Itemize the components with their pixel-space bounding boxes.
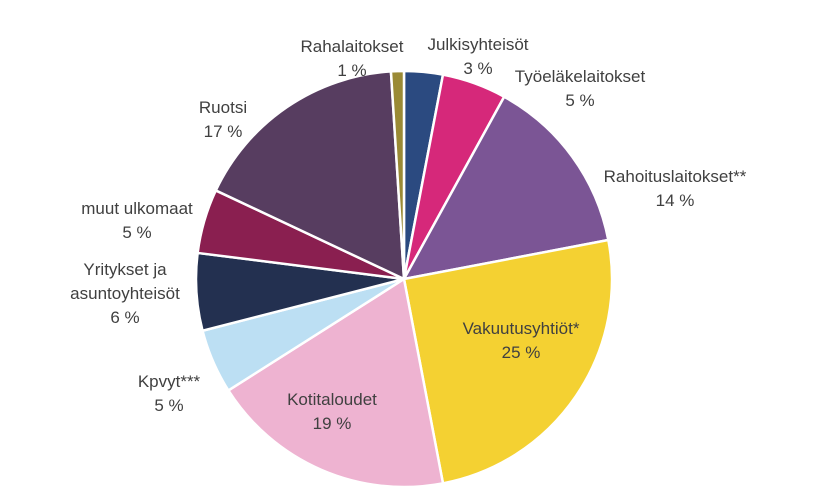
- slice-name-9: Rahalaitokset: [300, 37, 403, 56]
- slice-name-6: Yritykset ja: [83, 260, 167, 279]
- slice-value-3: 25 %: [502, 343, 541, 362]
- slice-value-6: 6 %: [110, 308, 139, 327]
- slice-label-4: Kotitaloudet 19 %: [287, 390, 377, 433]
- slice-label-8: Ruotsi 17 %: [199, 98, 247, 141]
- slice-value-0: 3 %: [463, 59, 492, 78]
- slice-label-6: Yritykset ja asuntoyhteisöt 6 %: [70, 260, 180, 327]
- slice-name-1: Työeläkelaitokset: [515, 67, 646, 86]
- slice-name-0: Julkisyhteisöt: [427, 35, 528, 54]
- slice-label-7: muut ulkomaat 5 %: [81, 199, 193, 242]
- slice-name-7: muut ulkomaat: [81, 199, 193, 218]
- pie-slices: [194, 69, 614, 489]
- slice-name-4: Kotitaloudet: [287, 390, 377, 409]
- pie-slice-3: [402, 238, 614, 485]
- pie-slice-8: [214, 70, 406, 281]
- slice-value-9: 1 %: [337, 61, 366, 80]
- slice-name-2: Rahoituslaitokset**: [604, 167, 747, 186]
- slice-name-6: asuntoyhteisöt: [70, 284, 180, 303]
- pie-slice-2: [402, 95, 610, 281]
- slice-value-2: 14 %: [656, 191, 695, 210]
- slice-label-9: Rahalaitokset 1 %: [300, 37, 403, 80]
- slice-label-5: Kpvyt*** 5 %: [138, 372, 201, 415]
- slice-value-7: 5 %: [122, 223, 151, 242]
- slice-name-8: Ruotsi: [199, 98, 247, 117]
- slice-value-8: 17 %: [204, 122, 243, 141]
- slice-value-4: 19 %: [313, 414, 352, 433]
- slice-label-1: Työeläkelaitokset 5 %: [515, 67, 646, 110]
- slice-value-5: 5 %: [154, 396, 183, 415]
- pie-labels: Julkisyhteisöt 3 % Työeläkelaitokset 5 % Rah…: [70, 35, 747, 433]
- slice-name-5: Kpvyt***: [138, 372, 201, 391]
- slice-name-3: Vakuutusyhtiöt*: [463, 319, 580, 338]
- slice-value-1: 5 %: [565, 91, 594, 110]
- slice-label-3: Vakuutusyhtiöt* 25 %: [463, 319, 580, 362]
- pie-slice-9: [389, 69, 406, 281]
- slice-label-2: Rahoituslaitokset** 14 %: [604, 167, 747, 210]
- slice-label-0: Julkisyhteisöt 3 %: [427, 35, 528, 78]
- pie-slice-4: [227, 277, 445, 489]
